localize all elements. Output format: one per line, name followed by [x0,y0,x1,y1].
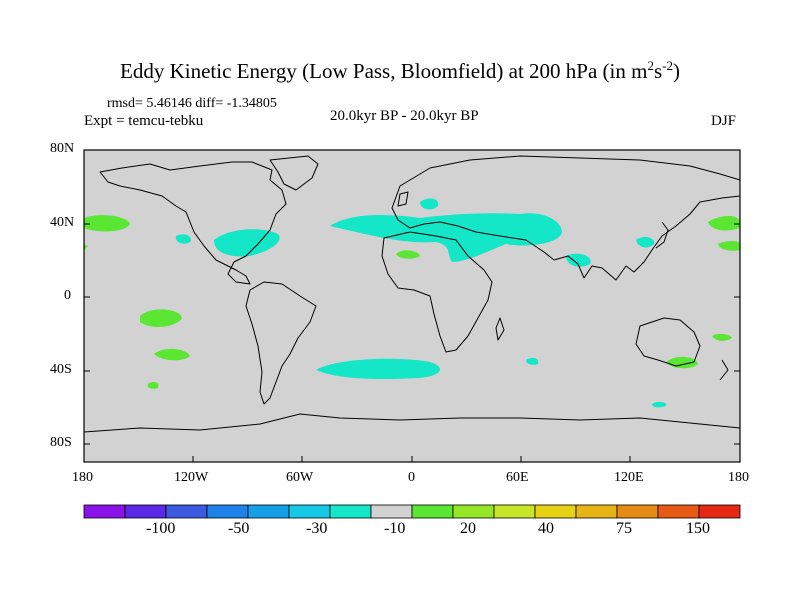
lon-label-0: 0 [408,470,415,485]
colorbar-box [329,504,372,519]
colorbar-box [206,504,249,519]
asia-patch [566,253,591,267]
eurasia-outline [391,155,741,281]
east-pacific-edge-patch [708,216,740,231]
lon-label-180w: 180 [72,470,93,485]
colorbar-box [452,504,495,519]
colorbar-box [616,504,659,519]
lon-label-60e: 60E [506,470,529,485]
north-atlantic-patch [214,229,280,257]
africa-outline [381,231,493,353]
colorbar-box [83,504,126,519]
rmsd-diff-stats: rmsd= 5.46146 diff= -1.34805 [107,96,277,111]
experiment-label: Expt = temcu-tebku [84,113,204,129]
south-pacific-patch-b [147,381,159,389]
south-america-outline [245,281,317,405]
colorbar-box [165,504,208,519]
colorbar-box [698,504,741,519]
coastlines [83,155,741,433]
south-atlantic-patch [316,358,441,380]
colorbar-label-150: 150 [686,520,710,537]
colorbar-label-minus-50: -50 [228,520,250,537]
lat-label-40s: 40S [50,362,72,377]
positive-anomaly-regions [84,215,740,389]
japan-outline [655,221,669,249]
lon-label-120e: 120E [614,470,644,485]
colorbar-box [493,504,536,519]
map-background [84,150,740,462]
colorbar-label-minus-10: -10 [384,520,406,537]
uk-outline [397,191,409,207]
colorbar-box [370,504,413,519]
coral-sea-patch [712,333,732,341]
colorbar-box [247,504,290,519]
north-america-outline [99,161,287,285]
west-edge-small-patch [84,244,88,250]
colorbar-box [575,504,618,519]
west-pacific-edge-patch [84,215,130,232]
east-asia-patch [636,237,655,248]
greenland-outline [269,155,319,191]
south-pacific-patch-a [154,348,190,361]
lat-label-80n: 80N [50,141,75,156]
south-pacific-patch [652,401,667,408]
colorbar-box [534,504,577,519]
colorbar-box [411,504,454,519]
period-label: 20.0kyr BP - 20.0kyr BP [330,108,479,124]
lat-label-40n: 40N [50,215,75,230]
east-edge-small-patch [718,241,740,251]
europe-patch [420,198,439,210]
axis-ticks [83,149,741,462]
colorbar-label-minus-30: -30 [306,520,328,537]
indian-ocean-patch [526,357,539,365]
north-pacific-patch [175,234,191,244]
colorbar-box [657,504,700,519]
chart-title: Eddy Kinetic Energy (Low Pass, Bloomfiel… [120,58,680,83]
colorbar-label-20: 20 [460,520,476,537]
lon-label-120w: 120W [174,470,209,485]
lat-label-0: 0 [64,288,71,303]
sahara-patch [396,250,420,259]
colorbar-label-minus-100: -100 [146,520,176,537]
tropical-pacific-patch [140,309,182,327]
antarctica-outline [83,413,741,433]
colorbar-label-40: 40 [538,520,554,537]
lat-label-80s: 80S [50,435,72,450]
australia-outline [635,317,701,367]
colorbar-label-75: 75 [616,520,632,537]
colorbar [83,504,741,519]
lon-label-60w: 60W [286,470,314,485]
colorbar-box [288,504,331,519]
colorbar-box [124,504,167,519]
new-zealand-outline [719,359,729,381]
madagascar-outline [495,317,505,341]
lon-label-180e: 180 [728,470,749,485]
season-label: DJF [711,113,737,129]
